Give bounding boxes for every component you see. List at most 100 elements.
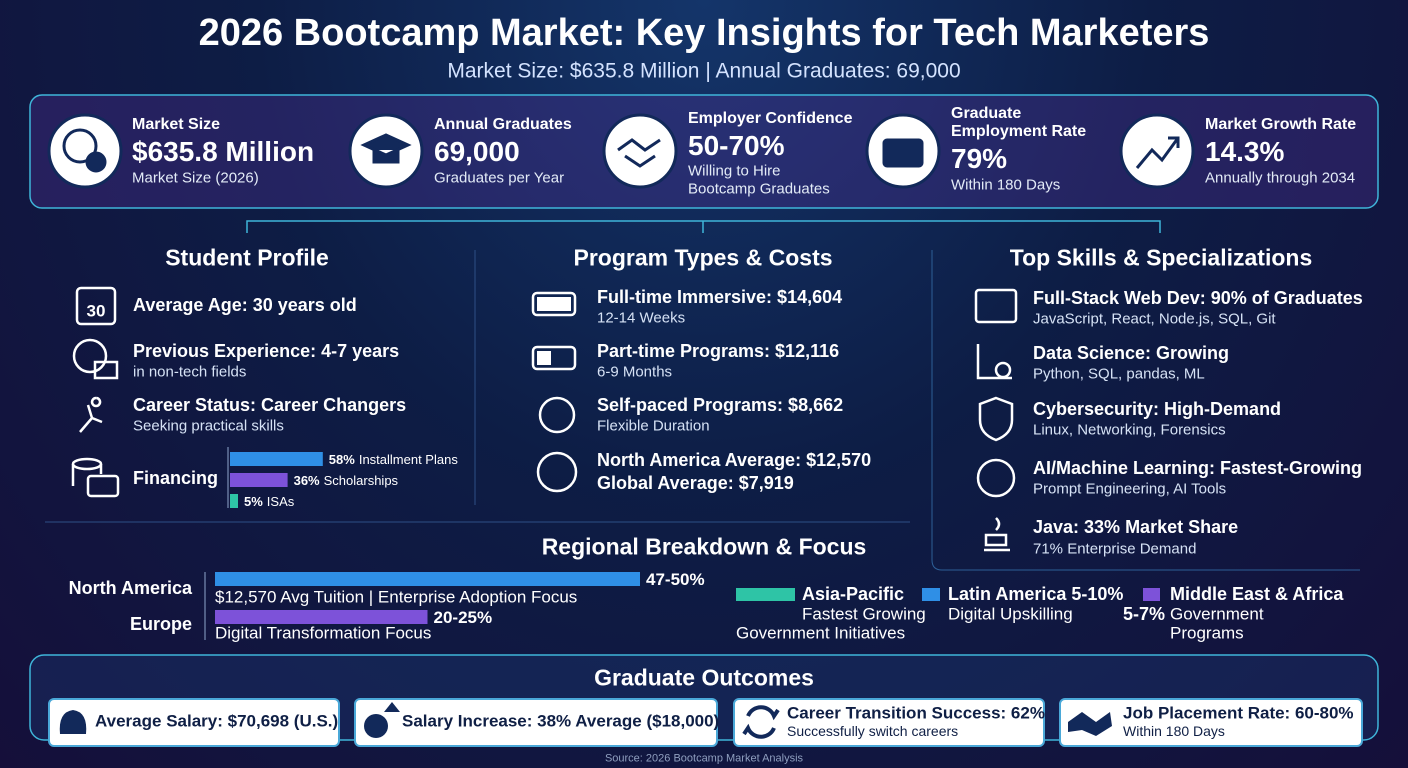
glyph xyxy=(85,151,107,173)
region-range: 20-25% xyxy=(434,608,493,627)
item-title: Part-time Programs: $12,116 xyxy=(597,341,840,361)
item-title: Career Status: Career Changers xyxy=(133,395,407,415)
icon xyxy=(538,396,576,434)
icon xyxy=(79,396,103,433)
financing-category: Installment Plans xyxy=(359,452,458,467)
item-title: North America Average: $12,570 xyxy=(597,450,872,470)
kpi-note: Market Size (2026) xyxy=(132,169,259,187)
outcome-title: Salary Increase: 38% Average ($18,000) xyxy=(402,711,720,731)
legend-note: Programs xyxy=(1170,623,1244,643)
kpi-value: 79% xyxy=(951,143,1008,174)
legend-note: Digital Upskilling xyxy=(948,604,1073,624)
icon xyxy=(86,474,120,498)
item-title: Previous Experience: 4-7 years xyxy=(133,341,400,361)
outcome-card xyxy=(48,698,340,747)
item-title: Financing xyxy=(133,468,218,488)
outcome-card xyxy=(354,698,718,747)
item-note: Flexible Duration xyxy=(597,417,710,435)
kpi-value: $635.8 Million xyxy=(132,136,315,167)
subtitle: Market Size: $635.8 Million | Annual Gra… xyxy=(447,59,961,83)
icon xyxy=(976,458,1016,498)
icon xyxy=(93,360,119,380)
item-note: 6-9 Months xyxy=(597,363,673,381)
legend-name: Asia-Pacific xyxy=(802,584,905,604)
outcome-note: Successfully switch careers xyxy=(787,723,959,739)
icon xyxy=(974,288,1018,324)
legend-note: Government Initiatives xyxy=(736,623,906,643)
legend-swatch xyxy=(922,588,940,601)
region-note: $12,570 Avg Tuition | Enterprise Adoptio… xyxy=(215,587,578,607)
icon xyxy=(1119,113,1195,189)
icon xyxy=(72,338,108,374)
bars: 58% Installment Plans 36% Scholarships 5% ISA… xyxy=(215,452,1160,627)
legend-name: Latin America 5-10% xyxy=(948,584,1124,604)
financing-bar xyxy=(230,494,238,508)
glyph xyxy=(1135,136,1180,169)
kpi-glyphs xyxy=(62,128,1180,173)
item-title: Data Science: Growing xyxy=(1033,343,1230,363)
financing-value: 36% xyxy=(294,473,320,488)
source: Source: 2026 Bootcamp Market Analysis xyxy=(604,752,804,765)
outcome-title: Job Placement Rate: 60-80% xyxy=(1123,703,1354,723)
kpi-label: Employment Rate xyxy=(951,123,1087,140)
item-note: 71% Enterprise Demand xyxy=(1033,540,1197,558)
item-title: Java: 33% Market Share xyxy=(1033,517,1239,537)
legend-note: Government xyxy=(1170,604,1264,624)
kpi-note: Annually through 2034 xyxy=(1205,169,1356,187)
financing-category: Scholarships xyxy=(324,473,399,488)
icon xyxy=(537,351,551,365)
icon xyxy=(742,705,780,739)
legend-swatch xyxy=(1143,588,1160,601)
item-title: AI/Machine Learning: Fastest-Growing xyxy=(1033,458,1363,478)
section-title: Student Profile xyxy=(165,244,329,271)
item-title: Self-paced Programs: $8,662 xyxy=(597,395,844,415)
legend-note: Fastest Growing xyxy=(802,604,926,624)
icon xyxy=(978,396,1014,442)
item-note: Seeking practical skills xyxy=(133,417,284,435)
item-note: 12-14 Weeks xyxy=(597,309,686,327)
outcome-title: Career Transition Success: 62% xyxy=(787,703,1045,723)
icon xyxy=(71,464,103,486)
divider xyxy=(931,250,1360,571)
icon xyxy=(994,361,1012,379)
kpi-value: 14.3% xyxy=(1205,136,1285,167)
icon xyxy=(531,345,577,371)
region-label: Europe xyxy=(129,614,192,634)
financing-bar xyxy=(230,473,288,487)
kpi-label: Market Growth Rate xyxy=(1205,116,1357,133)
icon xyxy=(531,291,577,317)
kpi-note: Bootcamp Graduates xyxy=(688,180,830,198)
title: 2026 Bootcamp Market: Key Insights for T… xyxy=(198,12,1210,54)
region-label: North America xyxy=(68,578,192,598)
region-bar xyxy=(215,572,640,586)
icon xyxy=(976,344,1012,380)
glyph xyxy=(882,138,924,168)
item-title: Global Average: $7,919 xyxy=(597,473,794,493)
icon xyxy=(537,297,571,311)
item-note: Python, SQL, pandas, ML xyxy=(1033,365,1205,383)
financing-bar xyxy=(230,452,323,466)
kpi-label: Graduate xyxy=(951,105,1022,122)
icon xyxy=(384,702,400,712)
legend-name: Middle East & Africa xyxy=(1170,584,1344,604)
item-note: Prompt Engineering, AI Tools xyxy=(1033,480,1227,498)
item-note: JavaScript, React, Node.js, SQL, Git xyxy=(1033,310,1276,328)
kpi-value: 69,000 xyxy=(434,136,520,167)
legend-swatch xyxy=(736,588,795,601)
connector xyxy=(246,220,1161,233)
financing-value: 5% xyxy=(244,494,263,509)
item-note: Linux, Networking, Forensics xyxy=(1033,421,1226,439)
icon xyxy=(348,113,424,189)
glyph xyxy=(62,128,98,164)
kpi-label: Annual Graduates xyxy=(434,116,572,133)
outcome-title: Average Salary: $70,698 (U.S.) xyxy=(95,711,339,731)
icon xyxy=(75,286,117,326)
item-title: Cybersecurity: High-Demand xyxy=(1033,399,1282,419)
outcome-card xyxy=(733,698,1045,747)
icon xyxy=(536,451,578,493)
financing-value: 58% xyxy=(329,452,355,467)
item-title: Average Age: 30 years old xyxy=(133,295,357,315)
kpi-label: Market Size xyxy=(132,116,221,133)
